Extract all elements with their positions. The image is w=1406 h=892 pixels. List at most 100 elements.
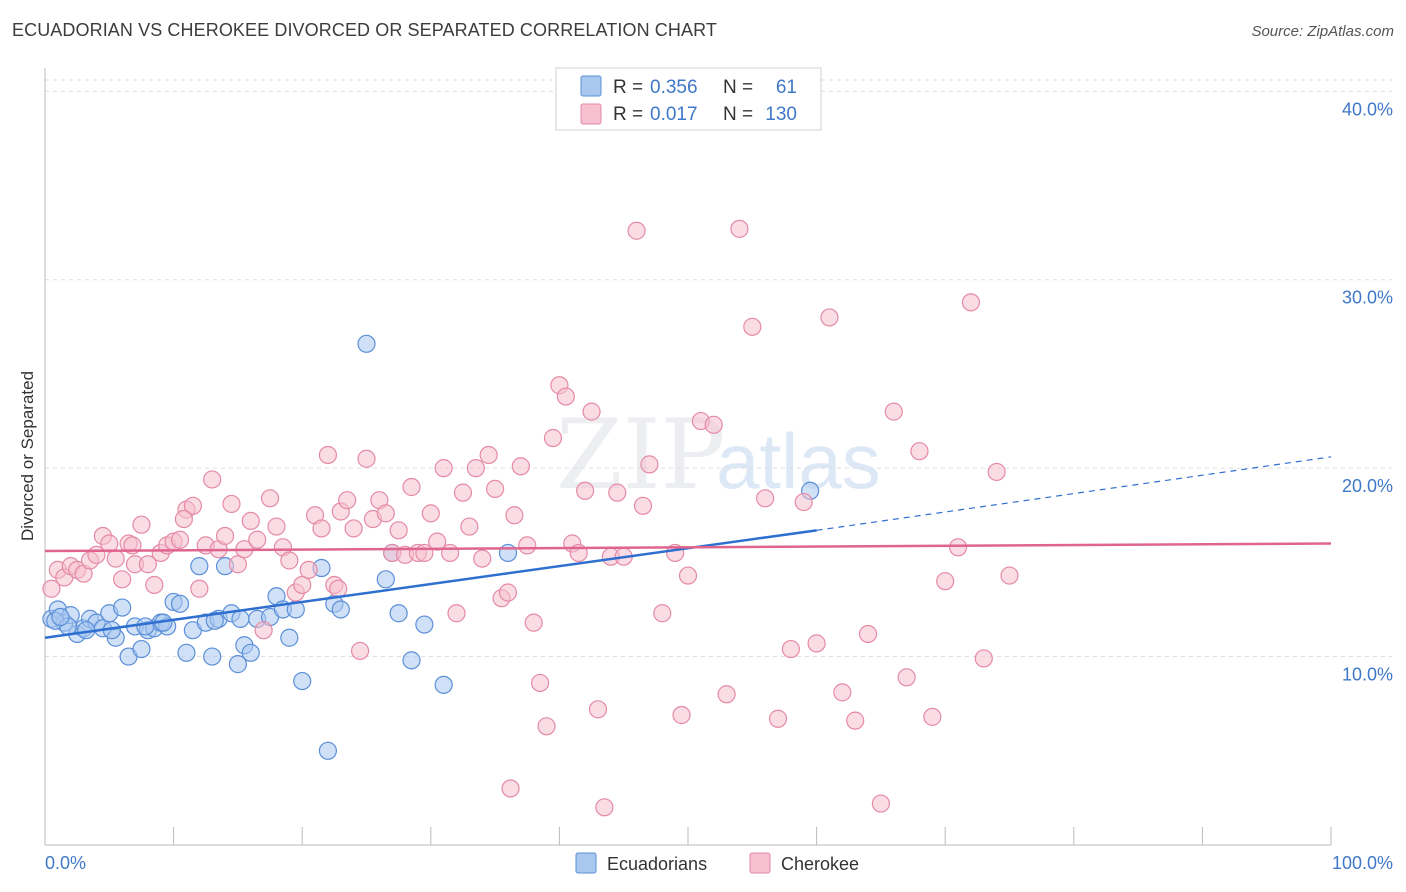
legend-swatch-cherokee [580,103,602,125]
data-point [531,673,550,693]
watermark-atlas: atlas [716,417,881,505]
legend-r-value-2: 0.017 [650,104,698,125]
data-point [768,709,788,728]
data-point [421,504,440,523]
data-point [183,496,202,515]
y-tick-label: 20.0% [1342,476,1393,496]
data-point [329,579,348,598]
data-point [318,741,338,760]
data-point [331,600,350,619]
data-point [113,570,132,589]
data-point [498,583,518,602]
stats-legend: R = 0.356 N = 61 R = 0.017 N = 130 [555,67,822,131]
data-point [608,483,627,502]
data-point [447,604,466,623]
data-point [466,459,485,478]
data-point [260,489,280,508]
data-point [704,415,723,434]
data-point [807,634,826,653]
data-point [505,506,524,525]
data-point [672,705,691,725]
data-point [106,549,125,568]
data-point [205,611,224,630]
data-point [248,530,267,549]
data-point [357,449,376,468]
legend-r-label-2: R = [613,104,643,125]
data-point [479,445,498,465]
bottom-legend-swatch-ecuadorians [575,852,597,874]
data-point [170,530,190,549]
data-point [627,221,646,240]
data-point [588,700,608,719]
legend-n-label-1: N = [723,77,753,98]
data-point [794,492,813,512]
y-axis-tick-labels: 10.0% 20.0% 30.0% 40.0% [1342,99,1393,684]
data-point [241,511,260,531]
data-point [254,621,273,640]
series-cherokee [42,219,1019,817]
bottom-legend-label-ecuadorians: Ecuadorians [607,854,707,874]
data-point [730,219,749,238]
data-point [203,470,222,489]
data-point [312,519,331,538]
data-point [228,655,247,674]
x-tick-label-max: 100.0% [1332,853,1393,873]
data-point [177,643,196,662]
data-point [833,683,852,702]
data-point [846,711,865,730]
y-axis-label: Divorced or Separated [18,371,37,541]
data-point [132,639,151,659]
data-point [402,477,421,497]
trend-lines [44,456,1332,639]
data-point [376,504,395,523]
trend-line [44,542,1332,553]
data-point [936,572,955,591]
x-axis-ticks [44,827,1332,845]
data-point [897,668,916,687]
data-point [215,526,235,546]
chart-source: Source: ZipAtlas.com [1251,23,1394,40]
data-point [923,707,942,726]
data-point [576,481,595,500]
data-point [100,534,119,553]
data-point [460,517,479,536]
data-point [350,641,370,661]
data-point [402,651,421,670]
data-point [344,519,363,538]
data-point [428,532,447,551]
watermark: ZIP atlas [556,399,881,511]
data-point [884,402,903,421]
data-point [440,543,460,563]
data-point [756,489,775,508]
data-point [556,387,575,406]
data-point [653,604,672,623]
data-point [299,560,318,580]
y-tick-label: 40.0% [1342,99,1393,119]
data-point [293,575,312,595]
legend-r-value-1: 0.356 [650,77,698,98]
data-point [678,566,698,585]
data-point [948,538,968,557]
data-point [145,575,164,595]
data-point [376,570,395,589]
data-point [338,491,357,510]
data-point [871,794,891,813]
data-point [974,649,993,668]
data-point [640,455,659,474]
data-point [524,613,543,632]
x-tick-label-min: 0.0% [45,853,86,873]
bottom-legend-label-cherokee: Cherokee [781,854,859,874]
data-point [138,555,157,574]
data-point [113,598,132,617]
data-point [582,402,601,421]
data-point [910,442,929,461]
data-point [389,604,408,623]
data-point [518,536,537,555]
data-point [190,579,209,598]
data-point [434,459,453,478]
data-point [543,428,563,448]
legend-swatch-ecuadorians [580,75,602,97]
data-point [42,579,61,598]
data-point [357,334,376,353]
